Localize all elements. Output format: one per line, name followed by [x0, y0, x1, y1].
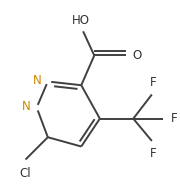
- Text: O: O: [132, 49, 142, 62]
- Text: F: F: [149, 146, 156, 160]
- Text: N: N: [21, 100, 30, 113]
- Text: Cl: Cl: [20, 167, 31, 180]
- Text: F: F: [170, 112, 177, 125]
- Text: N: N: [33, 74, 41, 87]
- Text: HO: HO: [72, 14, 90, 27]
- Text: F: F: [149, 76, 156, 89]
